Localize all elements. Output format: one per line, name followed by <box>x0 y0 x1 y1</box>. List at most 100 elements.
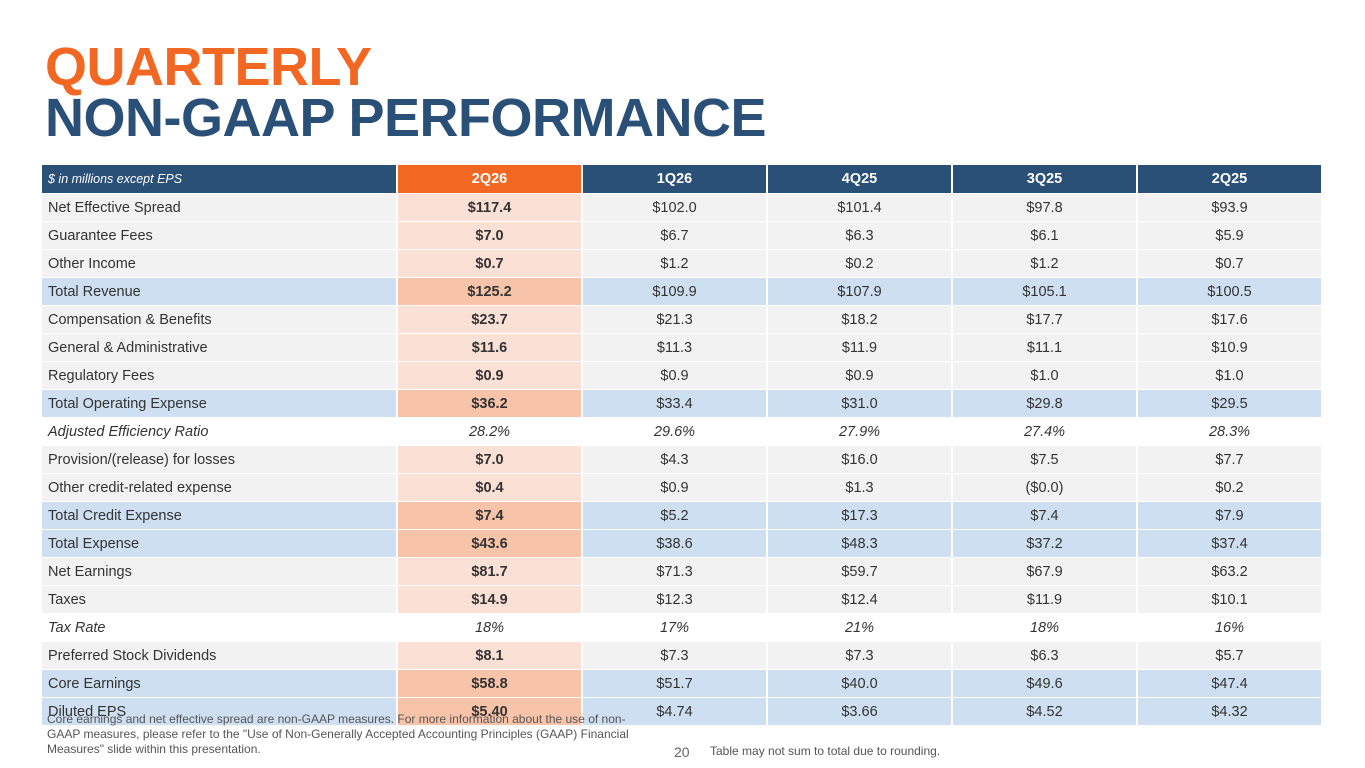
cell-value: $0.9 <box>582 473 768 502</box>
cell-value: $29.5 <box>1137 389 1323 418</box>
cell-value: $11.9 <box>767 333 953 362</box>
cell-value: $36.2 <box>397 389 583 418</box>
rounding-note: Table may not sum to total due to roundi… <box>710 744 941 758</box>
cell-value: $0.7 <box>397 249 583 278</box>
cell-value: $81.7 <box>397 557 583 586</box>
non-gaap-footnote: Core earnings and net effective spread a… <box>47 712 629 756</box>
row-label: General & Administrative <box>42 333 398 362</box>
cell-value: $71.3 <box>582 557 768 586</box>
cell-value: $67.9 <box>952 557 1138 586</box>
cell-value: $6.1 <box>952 221 1138 250</box>
cell-value: $7.4 <box>952 501 1138 530</box>
cell-value: $14.9 <box>397 585 583 614</box>
cell-value: $97.8 <box>952 193 1138 222</box>
table-row: General & Administrative $11.6 $11.3 $11.9 $… <box>42 333 1323 362</box>
row-label: Core Earnings <box>42 669 398 698</box>
table-row: Preferred Stock Dividends $8.1 $7.3 $7.3 $6.… <box>42 641 1323 670</box>
page-title: QUARTERLY NON-GAAP PERFORMANCE <box>45 40 767 148</box>
table-row: Core Earnings $58.8 $51.7 $40.0 $49.6 $47.4 <box>42 669 1323 698</box>
cell-value: $7.5 <box>952 445 1138 474</box>
cell-value: $12.3 <box>582 585 768 614</box>
cell-value: $23.7 <box>397 305 583 334</box>
cell-value: $0.7 <box>1137 249 1323 278</box>
cell-value: $43.6 <box>397 529 583 558</box>
table-row: Provision/(release) for losses $7.0 $4.3 $1… <box>42 445 1323 474</box>
cell-value: $16.0 <box>767 445 953 474</box>
cell-value: $63.2 <box>1137 557 1323 586</box>
table-row: Total Credit Expense $7.4 $5.2 $17.3 $7.4 $7.… <box>42 501 1323 530</box>
cell-value: $7.7 <box>1137 445 1323 474</box>
column-header: 2Q25 <box>1137 165 1323 194</box>
cell-value: $0.9 <box>397 361 583 390</box>
cell-value: $47.4 <box>1137 669 1323 698</box>
cell-value: $17.6 <box>1137 305 1323 334</box>
cell-value: $29.8 <box>952 389 1138 418</box>
cell-value: $18.2 <box>767 305 953 334</box>
row-label: Other Income <box>42 249 398 278</box>
row-label: Taxes <box>42 585 398 614</box>
cell-value: $7.4 <box>397 501 583 530</box>
cell-value: 16% <box>1137 613 1323 642</box>
row-label: Guarantee Fees <box>42 221 398 250</box>
cell-value: $7.3 <box>767 641 953 670</box>
cell-value: 18% <box>952 613 1138 642</box>
cell-value: $21.3 <box>582 305 768 334</box>
cell-value: $109.9 <box>582 277 768 306</box>
cell-value: $3.66 <box>767 697 953 726</box>
row-label: Total Credit Expense <box>42 501 398 530</box>
title-line-2: NON-GAAP PERFORMANCE <box>45 88 767 148</box>
table-header-row: $ in millions except EPS 2Q26 1Q26 4Q25 … <box>42 165 1323 194</box>
cell-value: $59.7 <box>767 557 953 586</box>
performance-table: $ in millions except EPS 2Q26 1Q26 4Q25 … <box>42 165 1323 726</box>
table-row: Net Effective Spread $117.4 $102.0 $101.4 $9… <box>42 193 1323 222</box>
table-row: Total Revenue $125.2 $109.9 $107.9 $105.1 $10… <box>42 277 1323 306</box>
row-label: Other credit-related expense <box>42 473 398 502</box>
cell-value: $1.3 <box>767 473 953 502</box>
cell-value: $11.3 <box>582 333 768 362</box>
cell-value: $105.1 <box>952 277 1138 306</box>
cell-value: $7.3 <box>582 641 768 670</box>
cell-value: $0.2 <box>1137 473 1323 502</box>
header-units-label: $ in millions except EPS <box>42 165 398 194</box>
cell-value: $93.9 <box>1137 193 1323 222</box>
cell-value: $4.3 <box>582 445 768 474</box>
cell-value: 27.4% <box>952 417 1138 446</box>
cell-value: $7.9 <box>1137 501 1323 530</box>
cell-value: 29.6% <box>582 417 768 446</box>
cell-value: $0.4 <box>397 473 583 502</box>
cell-value: $48.3 <box>767 529 953 558</box>
page-number: 20 <box>674 744 690 760</box>
cell-value: $40.0 <box>767 669 953 698</box>
cell-value: $0.9 <box>582 361 768 390</box>
cell-value: $101.4 <box>767 193 953 222</box>
row-label: Preferred Stock Dividends <box>42 641 398 670</box>
cell-value: $37.4 <box>1137 529 1323 558</box>
row-label: Tax Rate <box>42 613 398 642</box>
cell-value: $1.0 <box>1137 361 1323 390</box>
cell-value: $117.4 <box>397 193 583 222</box>
cell-value: $7.0 <box>397 221 583 250</box>
table-row: Net Earnings $81.7 $71.3 $59.7 $67.9 $63.2 <box>42 557 1323 586</box>
row-label: Adjusted Efficiency Ratio <box>42 417 398 446</box>
cell-value: $17.3 <box>767 501 953 530</box>
cell-value: $4.74 <box>582 697 768 726</box>
cell-value: $37.2 <box>952 529 1138 558</box>
cell-value: $31.0 <box>767 389 953 418</box>
cell-value: $4.52 <box>952 697 1138 726</box>
cell-value: $102.0 <box>582 193 768 222</box>
cell-value: $100.5 <box>1137 277 1323 306</box>
cell-value: $1.2 <box>952 249 1138 278</box>
table-body: Net Effective Spread $117.4 $102.0 $101.4 $9… <box>42 193 1323 726</box>
cell-value: 21% <box>767 613 953 642</box>
row-label: Total Operating Expense <box>42 389 398 418</box>
cell-value: ($0.0) <box>952 473 1138 502</box>
row-label: Diluted EPS <box>42 697 398 726</box>
table-row: Compensation & Benefits $23.7 $21.3 $18.2 $1… <box>42 305 1323 334</box>
row-label: Total Expense <box>42 529 398 558</box>
row-label: Compensation & Benefits <box>42 305 398 334</box>
cell-value: $8.1 <box>397 641 583 670</box>
cell-value: $38.6 <box>582 529 768 558</box>
cell-value: $0.9 <box>767 361 953 390</box>
cell-value: $125.2 <box>397 277 583 306</box>
cell-value: $6.3 <box>767 221 953 250</box>
